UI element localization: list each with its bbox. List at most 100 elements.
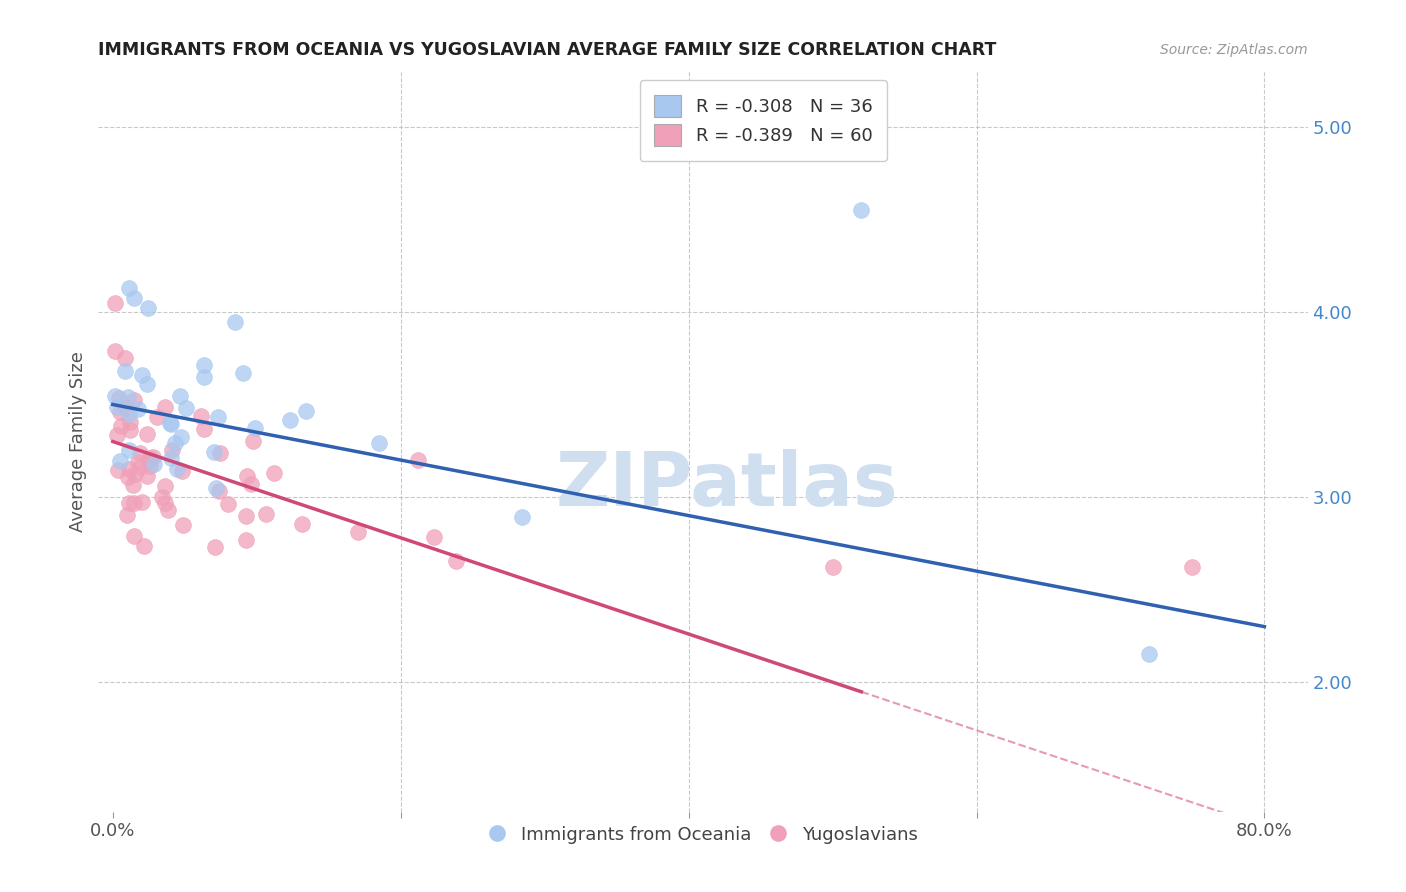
Point <box>134 540 156 554</box>
Point <box>122 291 145 305</box>
Point <box>160 450 183 465</box>
Point <box>217 497 239 511</box>
Point <box>114 351 136 366</box>
Point <box>232 366 254 380</box>
Point <box>136 377 159 392</box>
Point <box>163 436 186 450</box>
Point <box>153 400 176 414</box>
Point <box>170 464 193 478</box>
Point <box>236 469 259 483</box>
Point <box>242 434 264 448</box>
Point <box>193 370 215 384</box>
Point <box>127 455 149 469</box>
Point <box>114 364 136 378</box>
Point <box>118 462 141 476</box>
Point <box>128 460 150 475</box>
Point <box>159 417 181 432</box>
Point <box>295 404 318 418</box>
Point <box>209 446 232 460</box>
Point <box>174 401 197 415</box>
Point <box>235 508 257 523</box>
Text: Source: ZipAtlas.com: Source: ZipAtlas.com <box>1160 43 1308 56</box>
Point <box>193 358 215 372</box>
Point <box>122 496 145 510</box>
Point <box>107 391 129 405</box>
Point <box>406 452 429 467</box>
Point <box>105 428 128 442</box>
Point <box>166 462 188 476</box>
Point <box>205 481 228 495</box>
Point <box>122 529 145 543</box>
Point <box>160 442 183 457</box>
Point <box>291 516 314 531</box>
Point <box>118 423 141 437</box>
Point <box>204 540 226 554</box>
Point <box>114 400 136 414</box>
Point <box>107 463 129 477</box>
Point <box>170 430 193 444</box>
Point <box>193 422 215 436</box>
Point <box>124 392 146 407</box>
Point <box>142 450 165 464</box>
Point <box>153 479 176 493</box>
Point <box>422 530 444 544</box>
Point <box>135 469 157 483</box>
Point <box>224 315 246 329</box>
Point <box>278 413 301 427</box>
Point <box>156 502 179 516</box>
Point <box>368 435 391 450</box>
Point <box>159 416 181 430</box>
Point <box>117 470 139 484</box>
Point <box>118 442 141 457</box>
Point <box>136 301 159 315</box>
Point <box>115 508 138 522</box>
Point <box>138 453 160 467</box>
Point <box>235 533 257 548</box>
Point <box>263 466 285 480</box>
Point <box>153 495 176 509</box>
Point <box>131 494 153 508</box>
Point <box>104 389 127 403</box>
Point <box>118 281 141 295</box>
Point <box>146 409 169 424</box>
Point <box>202 444 225 458</box>
Point <box>172 517 194 532</box>
Point <box>105 400 128 414</box>
Point <box>190 409 212 424</box>
Point <box>136 427 159 442</box>
Point <box>117 390 139 404</box>
Point <box>118 407 141 421</box>
Point <box>139 450 162 465</box>
Point <box>142 457 165 471</box>
Point <box>108 404 131 418</box>
Point <box>150 490 173 504</box>
Point <box>347 524 370 539</box>
Point <box>444 554 467 568</box>
Point <box>208 484 231 499</box>
Point <box>104 343 127 358</box>
Point <box>1137 648 1160 662</box>
Point <box>129 446 152 460</box>
Text: ZIPatlas: ZIPatlas <box>555 450 898 523</box>
Point <box>169 389 191 403</box>
Point <box>118 496 141 510</box>
Point <box>139 458 162 473</box>
Legend: Immigrants from Oceania, Yugoslavians: Immigrants from Oceania, Yugoslavians <box>481 818 925 851</box>
Point <box>118 415 141 429</box>
Point <box>127 402 149 417</box>
Point <box>108 454 131 468</box>
Point <box>207 409 229 424</box>
Text: IMMIGRANTS FROM OCEANIA VS YUGOSLAVIAN AVERAGE FAMILY SIZE CORRELATION CHART: IMMIGRANTS FROM OCEANIA VS YUGOSLAVIAN A… <box>98 41 997 59</box>
Point <box>851 203 873 218</box>
Point <box>821 560 844 574</box>
Point <box>240 477 263 491</box>
Point <box>110 419 132 434</box>
Point <box>121 478 143 492</box>
Point <box>510 510 533 524</box>
Point <box>131 368 153 382</box>
Point <box>124 467 146 481</box>
Point <box>254 507 277 521</box>
Point <box>243 421 266 435</box>
Point <box>1181 560 1204 574</box>
Point <box>104 296 127 310</box>
